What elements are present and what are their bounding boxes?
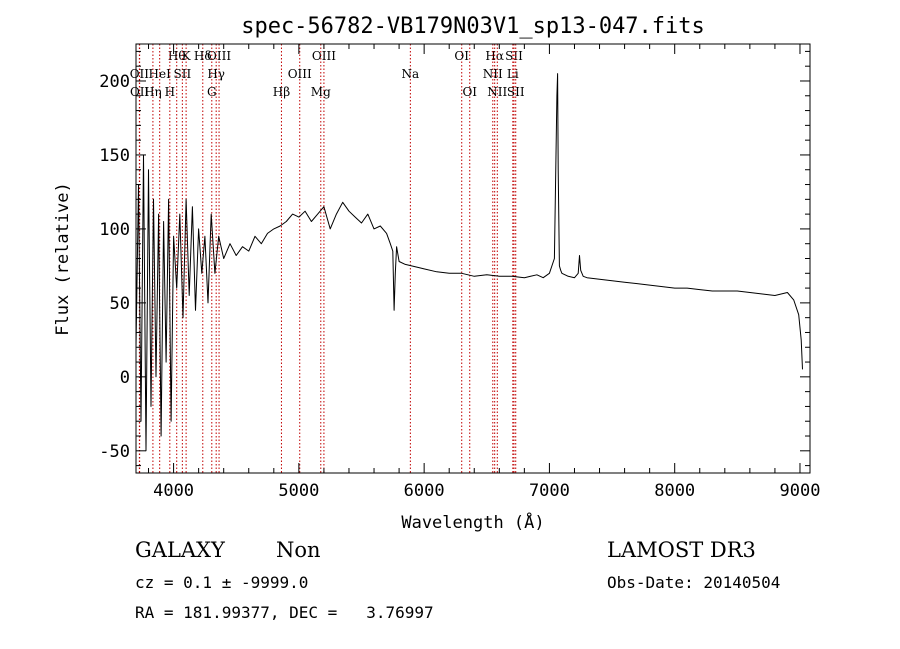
y-tick-label: 100: [99, 220, 130, 240]
y-tick-label: 0: [120, 368, 130, 388]
spectral-line-label: Hγ: [207, 67, 225, 81]
flux-series-layer: [135, 73, 803, 452]
obs-date: Obs-Date: 20140504: [607, 573, 781, 592]
spectral-line-label: Mg: [311, 85, 331, 99]
spectral-line-label: HeI: [149, 67, 172, 81]
spectral-line-label: Na: [402, 67, 420, 81]
spectral-line-label: SII: [505, 49, 523, 63]
spectral-line-label: Hα: [485, 49, 504, 63]
chart-title: spec-56782-VB179N03V1_sp13-047.fits: [241, 14, 705, 39]
x-tick-label: 6000: [404, 481, 445, 501]
spectral-line-label: SII: [507, 85, 525, 99]
spectral-line-label: Hη: [144, 85, 162, 99]
axis-ticks: 4000 5000 6000 7000 8000 9000 -50 0 50 100 150 200: [99, 44, 820, 501]
plot-frame: [135, 43, 811, 474]
spectral-line-label: Hβ: [273, 85, 290, 99]
spectral-line-label: OIII: [207, 49, 231, 63]
x-tick-label: 5000: [278, 481, 319, 501]
redshift-line: cz = 0.1 ± -9999.0: [135, 573, 309, 592]
spectral-line-label: Hδ: [194, 49, 212, 63]
y-tick-label: 200: [99, 72, 130, 92]
spectral-line-label: H: [165, 85, 175, 99]
x-tick-label: 9000: [780, 481, 821, 501]
spectral-line-label: OI: [454, 49, 469, 63]
object-class: GALAXY: [135, 538, 225, 562]
spectral-line-label: NII: [483, 67, 503, 81]
survey-name: LAMOST DR3: [607, 538, 756, 562]
object-subclass: Non: [276, 538, 321, 562]
flux-series-line: [135, 73, 803, 452]
spectral-line-label: OIII: [288, 67, 312, 81]
y-tick-label: 50: [110, 294, 130, 314]
spectral-line-label: OII: [130, 85, 150, 99]
spectral-line-label: NII: [487, 85, 507, 99]
x-tick-label: 7000: [529, 481, 570, 501]
x-tick-label: 8000: [654, 481, 695, 501]
spectral-line-label: OII: [130, 67, 150, 81]
spectral-line-label: K: [182, 49, 192, 63]
x-tick-label: 4000: [153, 481, 194, 501]
y-axis-label: Flux (relative): [53, 182, 73, 336]
x-axis-label: Wavelength (Å): [401, 511, 544, 533]
y-tick-label: -50: [99, 442, 130, 462]
spectral-line-label: OIII: [312, 49, 336, 63]
coordinates-line: RA = 181.99377, DEC = 3.76997: [135, 603, 434, 622]
spectral-line-label: Hθ: [168, 49, 186, 63]
spectral-line-label: G: [207, 85, 217, 99]
spectral-line-label: OI: [462, 85, 477, 99]
spectral-line-label: SII: [174, 67, 192, 81]
spectral-line-label: Li: [507, 67, 519, 81]
y-tick-label: 150: [99, 146, 130, 166]
